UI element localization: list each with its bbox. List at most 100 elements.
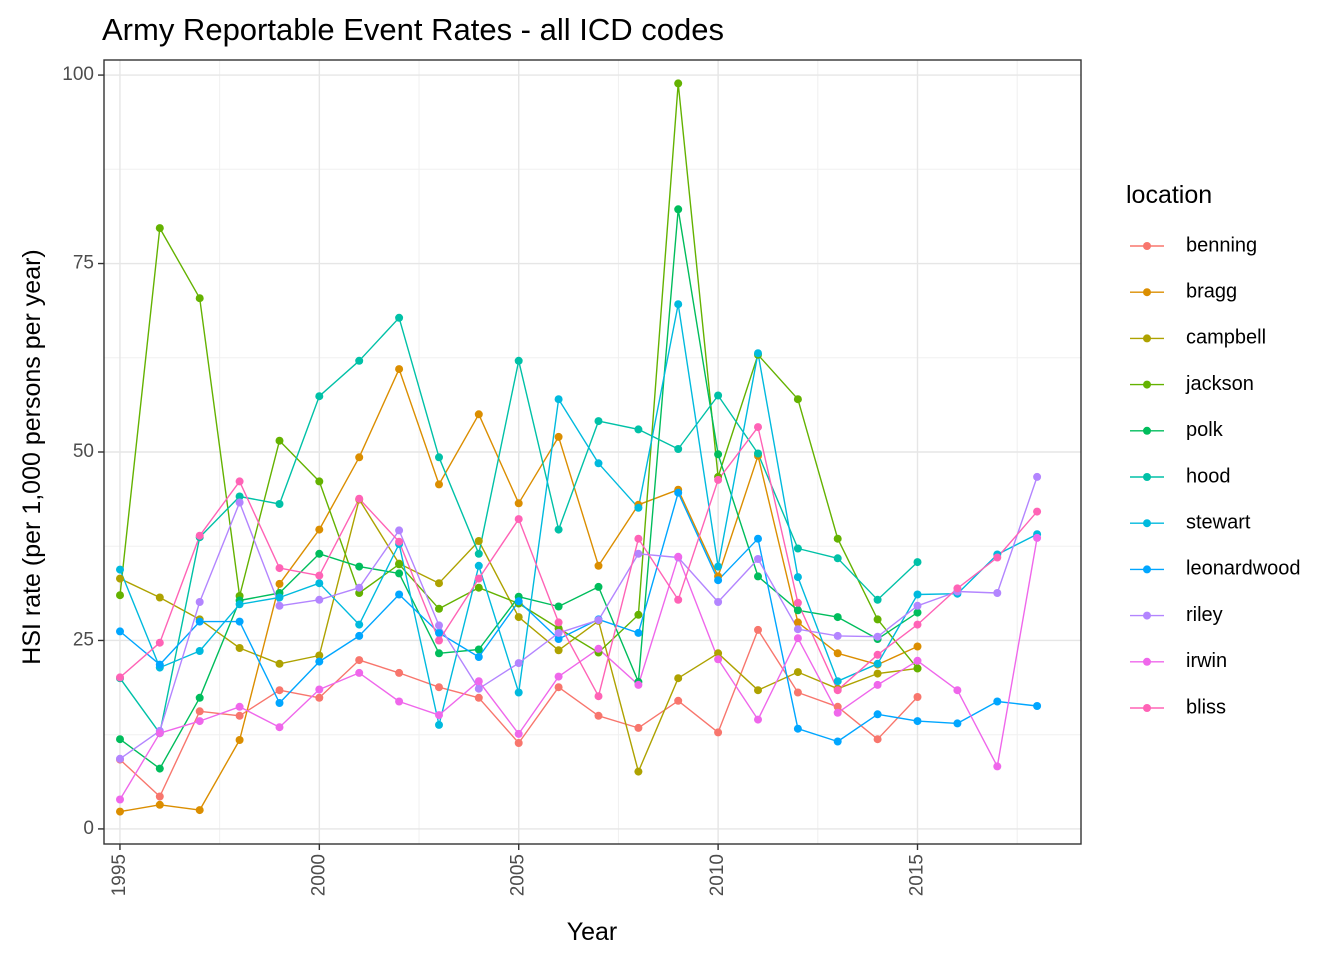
data-point-leonardwood xyxy=(754,534,762,543)
legend-key-point-stewart xyxy=(1143,519,1151,528)
data-point-bragg xyxy=(395,365,404,374)
data-point-campbell xyxy=(714,649,723,658)
data-point-bliss xyxy=(873,650,882,659)
legend-key-point-benning xyxy=(1143,242,1151,250)
data-point-campbell xyxy=(514,613,523,622)
legend-label-bliss: bliss xyxy=(1186,696,1226,718)
data-point-irwin xyxy=(793,634,802,643)
data-point-hood xyxy=(634,425,643,434)
data-point-benning xyxy=(195,707,204,716)
legend-label-irwin: irwin xyxy=(1186,650,1227,672)
data-point-bliss xyxy=(793,598,802,607)
data-point-bliss xyxy=(993,553,1002,562)
data-point-bragg xyxy=(435,480,443,489)
data-point-bliss xyxy=(913,620,922,629)
data-point-polk xyxy=(714,450,723,459)
data-point-campbell xyxy=(873,669,882,678)
data-point-leonardwood xyxy=(554,635,563,643)
data-point-irwin xyxy=(674,552,683,561)
data-point-leonardwood xyxy=(116,627,124,636)
data-point-leonardwood xyxy=(873,710,882,719)
x-tick-label: 2000 xyxy=(308,854,329,896)
data-point-irwin xyxy=(833,708,842,717)
data-point-riley xyxy=(514,659,523,668)
data-point-bliss xyxy=(674,595,683,604)
data-point-bliss xyxy=(235,477,244,486)
data-point-jackson xyxy=(474,583,483,592)
data-point-benning xyxy=(315,693,324,702)
data-point-benning xyxy=(474,693,483,702)
legend-label-hood: hood xyxy=(1186,465,1231,487)
data-point-leonardwood xyxy=(235,617,244,626)
data-point-stewart xyxy=(315,579,324,588)
data-point-riley xyxy=(873,632,882,641)
data-point-bliss xyxy=(634,534,643,543)
data-point-leonardwood xyxy=(913,717,922,726)
data-point-benning xyxy=(395,668,404,677)
y-axis-title: HSI rate (per 1,000 persons per year) xyxy=(18,249,46,664)
data-point-bliss xyxy=(435,636,443,645)
data-point-bragg xyxy=(514,499,523,508)
data-point-leonardwood xyxy=(155,660,164,669)
data-point-bliss xyxy=(315,571,324,580)
y-tick-label: 100 xyxy=(62,64,94,85)
data-point-hood xyxy=(395,313,404,322)
data-point-hood xyxy=(315,392,324,401)
data-point-riley xyxy=(395,526,404,535)
data-point-bragg xyxy=(554,432,563,441)
data-point-hood xyxy=(474,549,483,558)
legend-key-point-hood xyxy=(1143,473,1151,481)
data-point-benning xyxy=(155,792,164,801)
data-point-leonardwood xyxy=(514,597,523,606)
data-point-polk xyxy=(913,608,922,617)
data-point-leonardwood xyxy=(355,631,364,640)
legend-key-point-bragg xyxy=(1143,288,1151,297)
legend-label-stewart: stewart xyxy=(1186,511,1251,533)
data-point-irwin xyxy=(355,668,364,677)
legend-label-campbell: campbell xyxy=(1186,327,1266,349)
data-point-campbell xyxy=(275,659,284,668)
data-point-bliss xyxy=(554,618,563,627)
data-point-stewart xyxy=(275,593,284,602)
data-point-hood xyxy=(514,356,523,365)
data-point-jackson xyxy=(155,224,164,233)
data-point-stewart xyxy=(634,503,643,512)
series-line-irwin xyxy=(119,537,1038,800)
data-point-stewart xyxy=(913,590,922,599)
data-point-bliss xyxy=(833,686,842,695)
data-point-bragg xyxy=(913,642,922,651)
data-point-riley xyxy=(355,583,364,592)
data-point-irwin xyxy=(554,672,563,681)
data-point-leonardwood xyxy=(395,590,404,599)
data-point-leonardwood xyxy=(714,576,723,585)
data-point-polk xyxy=(315,549,324,558)
data-point-bragg xyxy=(474,410,483,419)
data-point-campbell xyxy=(474,537,483,545)
data-point-irwin xyxy=(235,702,244,711)
x-tick-label: 2005 xyxy=(508,854,529,896)
data-point-campbell xyxy=(793,668,802,677)
data-point-polk xyxy=(833,613,842,622)
data-point-stewart xyxy=(754,349,762,358)
data-point-polk xyxy=(674,205,683,214)
data-point-riley xyxy=(116,754,124,763)
data-point-jackson xyxy=(833,534,842,543)
data-point-stewart xyxy=(435,720,443,729)
data-point-irwin xyxy=(913,656,922,665)
data-point-leonardwood xyxy=(634,628,643,637)
data-point-leonardwood xyxy=(833,737,842,746)
data-point-riley xyxy=(474,684,483,693)
data-point-hood xyxy=(235,492,244,501)
data-point-bliss xyxy=(116,673,124,682)
data-point-hood xyxy=(275,500,284,508)
legend-key-point-riley xyxy=(1143,611,1151,620)
data-point-bragg xyxy=(155,800,164,809)
data-point-riley xyxy=(235,498,244,507)
data-point-benning xyxy=(833,702,842,711)
data-point-bragg xyxy=(793,618,802,627)
y-tick-label: 75 xyxy=(73,253,94,274)
data-point-jackson xyxy=(275,436,284,445)
data-point-hood xyxy=(754,449,762,458)
data-point-campbell xyxy=(674,674,683,683)
data-point-bragg xyxy=(275,579,284,588)
